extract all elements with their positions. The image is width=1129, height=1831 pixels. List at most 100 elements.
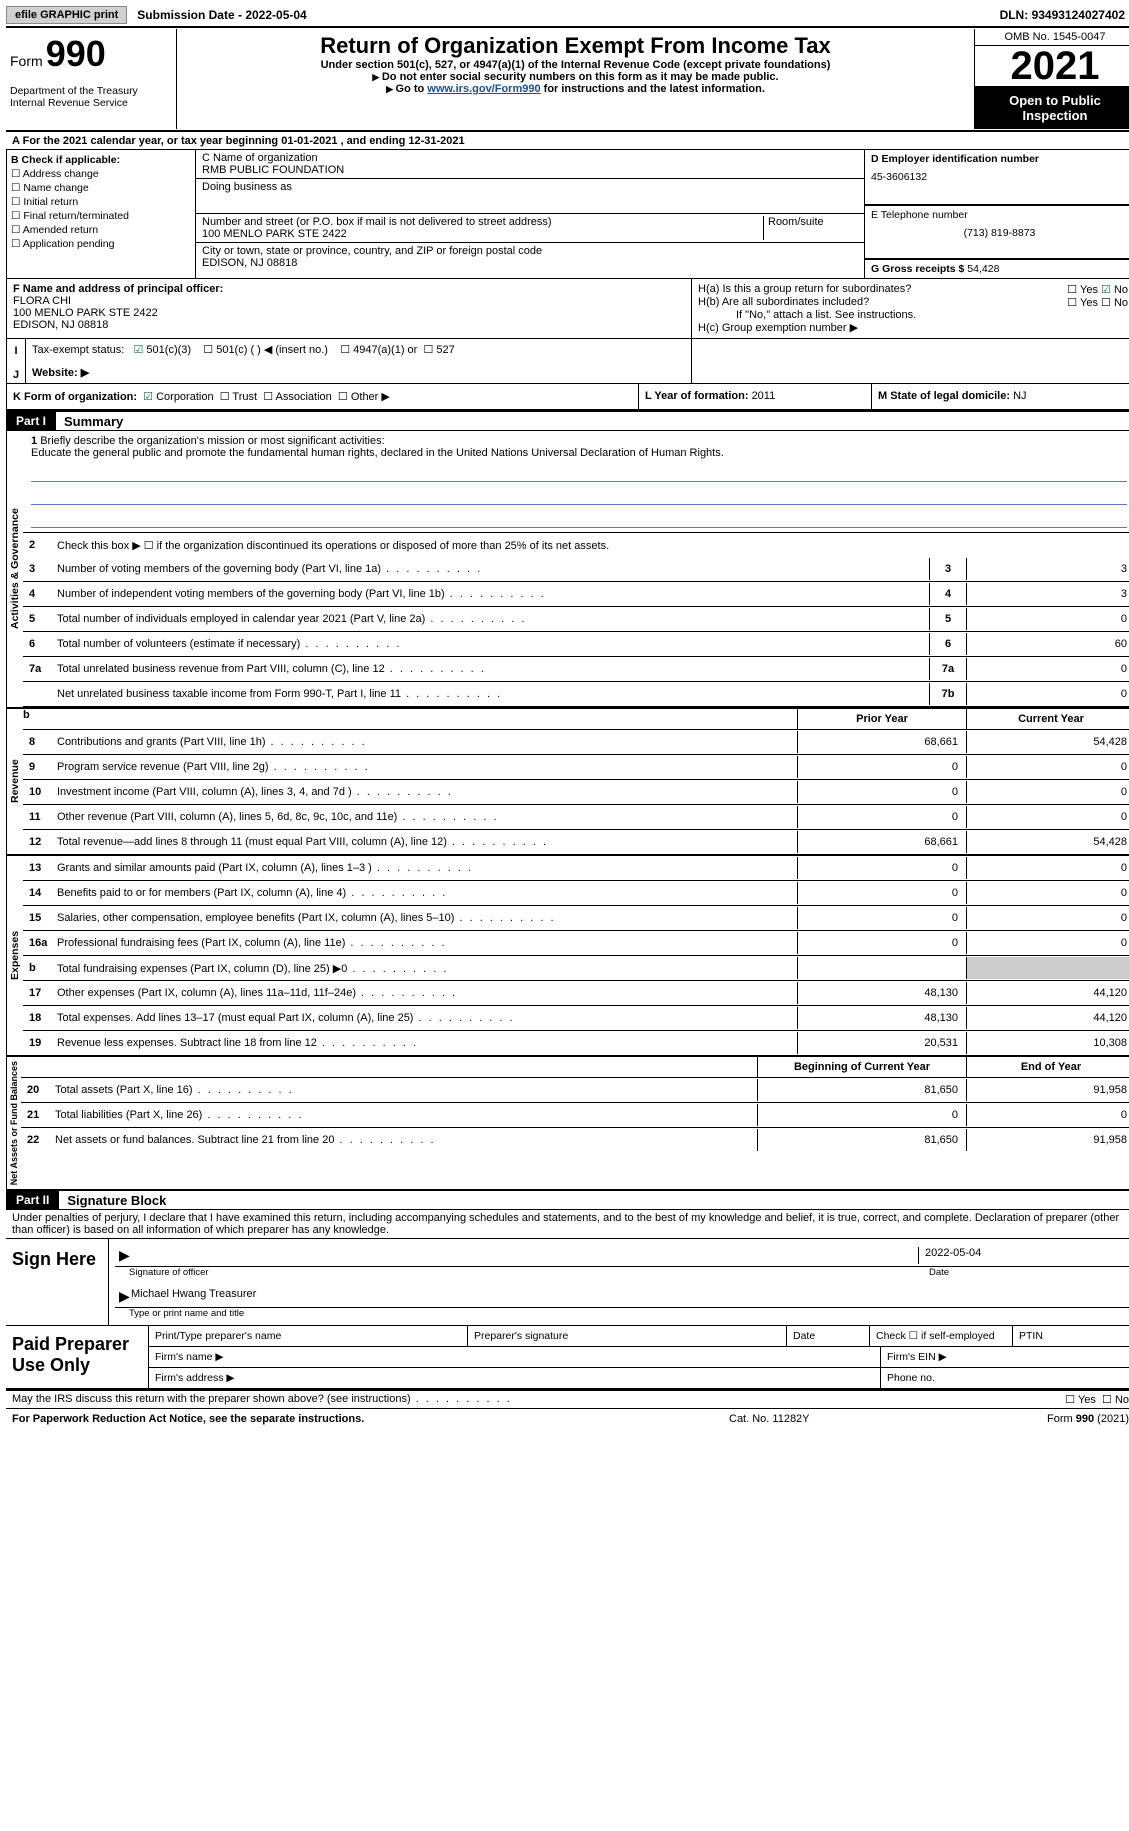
line-17: 17 Other expenses (Part IX, column (A), … — [23, 981, 1129, 1006]
line-15: 15 Salaries, other compensation, employe… — [23, 906, 1129, 931]
form-number-block: Form 990 Department of the Treasury Inte… — [6, 29, 177, 129]
tel-value: (713) 819-8873 — [871, 227, 1128, 239]
may-discuss-row: May the IRS discuss this return with the… — [6, 1390, 1129, 1409]
line-20: 20 Total assets (Part X, line 16) 81,650… — [21, 1078, 1129, 1103]
line-9: 9 Program service revenue (Part VIII, li… — [23, 755, 1129, 780]
domicile-state: NJ — [1013, 390, 1026, 402]
chk-initial-return[interactable]: Initial return — [11, 196, 191, 208]
officer-addr: 100 MENLO PARK STE 2422 — [13, 307, 685, 319]
perjury-statement: Under penalties of perjury, I declare th… — [6, 1210, 1129, 1239]
line-a: A For the 2021 calendar year, or tax yea… — [6, 133, 1129, 149]
sign-here-row: Sign Here ▶ 2022-05-04 Signature of offi… — [6, 1239, 1129, 1326]
na-col-header: Beginning of Current Year End of Year — [21, 1057, 1129, 1078]
phone-label: Phone no. — [881, 1368, 1129, 1388]
chk-4947[interactable]: 4947(a)(1) or — [340, 344, 417, 356]
firm-ein-label: Firm's EIN ▶ — [881, 1347, 1129, 1367]
ssn-note: Do not enter social security numbers on … — [187, 71, 964, 83]
line-5: 5 Total number of individuals employed i… — [23, 607, 1129, 632]
ptin-label: PTIN — [1013, 1326, 1129, 1346]
ha-no[interactable]: No — [1101, 283, 1128, 296]
dln-value: 93493124027402 — [1032, 8, 1125, 22]
prep-self-emp[interactable]: Check ☐ if self-employed — [870, 1326, 1013, 1346]
ty-begin: 01-01-2021 — [281, 135, 337, 147]
hb-yes[interactable]: Yes — [1067, 296, 1098, 309]
signature-line: ▶ 2022-05-04 — [115, 1245, 1129, 1267]
line-14: 14 Benefits paid to or for members (Part… — [23, 881, 1129, 906]
efile-print-button[interactable]: efile GRAPHIC print — [6, 6, 127, 24]
prep-sig-label: Preparer's signature — [468, 1326, 787, 1346]
officer-printed-name: Michael Hwang Treasurer — [131, 1288, 256, 1305]
chk-app-pending[interactable]: Application pending — [11, 238, 191, 250]
ha-yes[interactable]: Yes — [1067, 283, 1098, 296]
page-footer: For Paperwork Reduction Act Notice, see … — [6, 1409, 1129, 1429]
may-discuss-text: May the IRS discuss this return with the… — [12, 1393, 411, 1405]
chk-name-change[interactable]: Name change — [11, 182, 191, 194]
activities-governance: Activities & Governance 1 Briefly descri… — [6, 431, 1129, 709]
vlabel-na: Net Assets or Fund Balances — [6, 1057, 21, 1189]
name-label: Type or print name and title — [115, 1308, 1129, 1319]
vlabel-ag: Activities & Governance — [6, 431, 23, 707]
firm-name-label: Firm's name ▶ — [149, 1347, 881, 1367]
domicile-label: M State of legal domicile: — [878, 390, 1013, 402]
dba-label: Doing business as — [202, 181, 858, 193]
ha-label: H(a) Is this a group return for subordin… — [698, 283, 1067, 296]
chk-527[interactable]: 527 — [423, 344, 454, 356]
line-21: 21 Total liabilities (Part X, line 26) 0… — [21, 1103, 1129, 1128]
col-end-year: End of Year — [966, 1057, 1129, 1077]
expenses-section: Expenses 13 Grants and similar amounts p… — [6, 856, 1129, 1057]
chk-assoc[interactable]: Association — [263, 391, 332, 403]
street-address: 100 MENLO PARK STE 2422 — [202, 228, 763, 240]
submission-date-label: Submission Date - 2022-05-04 — [137, 8, 306, 22]
paid-preparer-row: Paid Preparer Use Only Print/Type prepar… — [6, 1326, 1129, 1390]
chk-address-change[interactable]: Address change — [11, 168, 191, 180]
net-assets-section: Net Assets or Fund Balances Beginning of… — [6, 1057, 1129, 1191]
hb-label: H(b) Are all subordinates included? — [698, 296, 1067, 309]
chk-trust[interactable]: Trust — [220, 391, 257, 403]
principal-officer-row: F Name and address of principal officer:… — [6, 279, 1129, 339]
identification-block: B Check if applicable: Address change Na… — [6, 149, 1129, 279]
chk-amended[interactable]: Amended return — [11, 224, 191, 236]
org-name-label: C Name of organization — [202, 152, 858, 164]
gross-value: 54,428 — [967, 263, 999, 275]
mission-text: Educate the general public and promote t… — [31, 447, 724, 459]
sub-date-label: Submission Date - — [137, 8, 245, 22]
mission-label: Briefly describe the organization's miss… — [40, 435, 384, 447]
line-2: 2Check this box ▶ ☐ if the organization … — [23, 533, 1129, 557]
website-label: Website: ▶ — [32, 366, 685, 379]
chk-501c[interactable]: 501(c) ( ) ◀ (insert no.) — [203, 344, 328, 356]
org-name: RMB PUBLIC FOUNDATION — [202, 164, 858, 176]
discuss-yes[interactable]: Yes — [1065, 1393, 1096, 1406]
line-22: 22 Net assets or fund balances. Subtract… — [21, 1128, 1129, 1152]
line-12: 12 Total revenue—add lines 8 through 11 … — [23, 830, 1129, 854]
tel-label: E Telephone number — [871, 209, 1128, 221]
chk-final-return[interactable]: Final return/terminated — [11, 210, 191, 222]
ty-end: 12-31-2021 — [408, 135, 464, 147]
form-title-block: Return of Organization Exempt From Incom… — [177, 29, 974, 129]
hb-no[interactable]: No — [1101, 296, 1128, 309]
line-10: 10 Investment income (Part VIII, column … — [23, 780, 1129, 805]
goto-post: for instructions and the latest informat… — [541, 83, 765, 95]
line-b: b Total fundraising expenses (Part IX, c… — [23, 956, 1129, 981]
footer-form-no: 990 — [1076, 1413, 1094, 1425]
officer-name: FLORA CHI — [13, 295, 685, 307]
sig-officer-label: Signature of officer — [115, 1267, 929, 1278]
part2-badge: Part II — [6, 1191, 59, 1209]
sig-date: 2022-05-04 — [918, 1247, 1125, 1264]
chk-other[interactable]: Other ▶ — [338, 391, 390, 403]
city-state-zip: EDISON, NJ 08818 — [202, 257, 858, 269]
line-8: 8 Contributions and grants (Part VIII, l… — [23, 730, 1129, 755]
dln-label: DLN: — [1000, 8, 1032, 22]
addr-label: Number and street (or P.O. box if mail i… — [202, 216, 763, 228]
chk-corp[interactable]: Corporation — [143, 391, 213, 403]
discuss-no[interactable]: No — [1102, 1393, 1129, 1406]
line-13: 13 Grants and similar amounts paid (Part… — [23, 856, 1129, 881]
gross-label: G Gross receipts $ — [871, 263, 967, 275]
chk-501c3[interactable]: 501(c)(3) — [134, 344, 192, 356]
box-d-e-g: D Employer identification number 45-3606… — [865, 149, 1129, 279]
year-formation-label: L Year of formation: — [645, 390, 752, 402]
ein-value: 45-3606132 — [871, 171, 1128, 183]
box-b: B Check if applicable: Address change Na… — [6, 149, 196, 279]
irs-link[interactable]: www.irs.gov/Form990 — [427, 83, 540, 95]
sig-arrow-icon-2: ▶ — [119, 1288, 131, 1305]
part1-header: Part I Summary — [6, 410, 1129, 431]
